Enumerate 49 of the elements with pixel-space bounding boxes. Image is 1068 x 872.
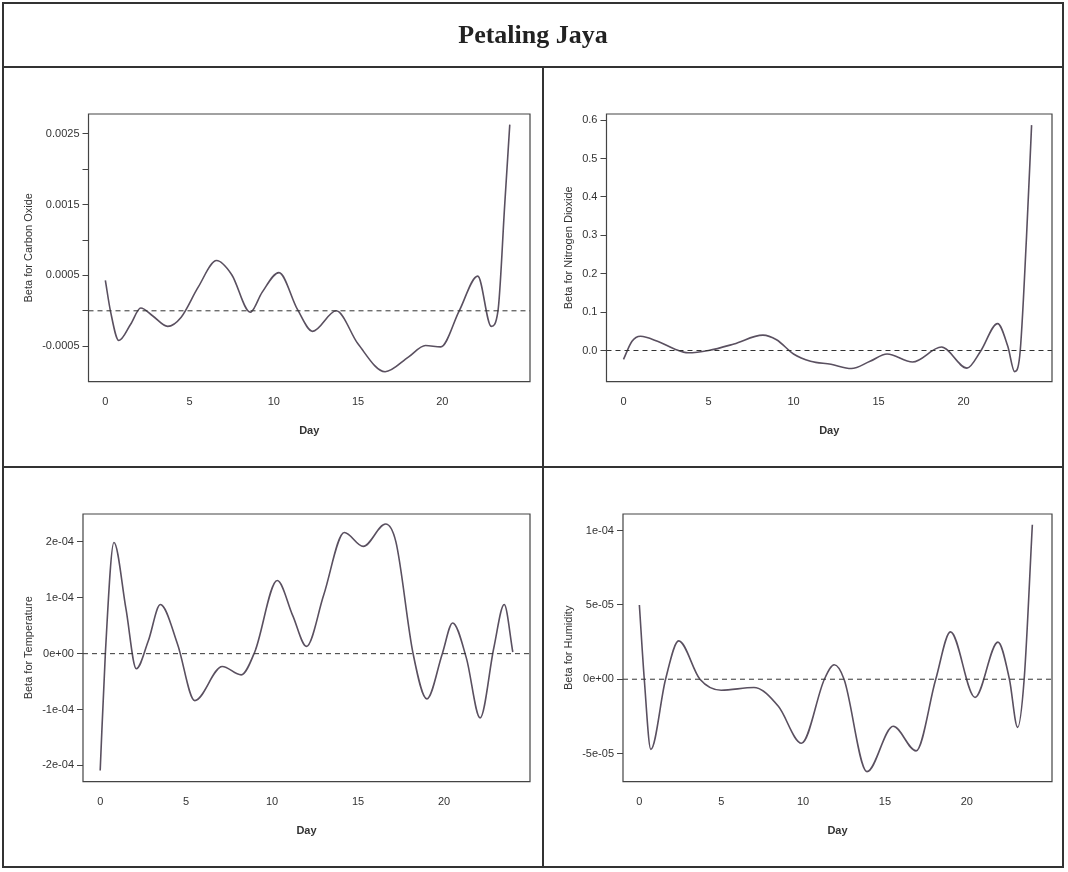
x-tick-label: 0 [636,795,643,808]
x-tick-label: 15 [351,795,365,808]
x-axis-title: Day [819,424,841,437]
x-tick-label: 20 [960,795,973,808]
y-tick-label: 0.0025 [45,126,80,139]
y-tick-label: 0e+00 [583,672,614,685]
y-axis-title: Beta for Carbon Oxide [21,193,34,303]
y-tick-label: 0.0015 [45,197,80,210]
y-tick-label: 0.0 [582,343,598,356]
y-tick-label: 0.6 [582,113,598,126]
y-tick-label: 5e-05 [585,597,614,610]
y-tick-label: -2e-04 [42,758,74,771]
x-tick-label: 10 [796,795,810,808]
y-tick-label: 0.2 [582,266,598,279]
x-axis-title: Day [296,824,318,837]
x-axis-title: Day [827,824,849,837]
x-tick-label: 5 [705,395,712,408]
x-tick-label: 0 [97,795,104,808]
x-tick-label: 5 [186,395,193,408]
x-tick-label: 20 [437,795,451,808]
y-tick-label: 0.3 [582,228,598,241]
y-tick-label: -5e-05 [582,746,614,759]
x-tick-label: 5 [183,795,190,808]
x-tick-label: 15 [872,395,885,408]
x-tick-label: 0 [620,395,627,408]
y-tick-label: 0.0005 [45,268,80,281]
x-tick-label: 10 [267,395,280,408]
chart-title: Petaling Jaya [4,4,1062,68]
y-axis-title: Beta for Nitrogen Dioxide [561,186,574,310]
y-tick-label: 0.5 [582,151,598,164]
y-tick-label: 2e-04 [45,534,74,547]
x-tick-label: 5 [718,795,725,808]
x-tick-label: 0 [102,395,109,408]
x-axis-title: Day [299,424,321,437]
y-tick-label: 0.1 [582,305,598,318]
y-axis-title: Beta for Humidity [561,605,574,690]
x-tick-label: 20 [957,395,970,408]
y-tick-label: 0e+00 [43,646,74,659]
y-tick-label: 1e-04 [45,590,74,603]
x-tick-label: 15 [352,395,365,408]
y-tick-label: -0.0005 [42,339,80,352]
x-tick-label: 10 [787,395,800,408]
y-tick-label: 1e-04 [585,523,614,536]
y-tick-label: 0.4 [582,189,598,202]
x-tick-label: 15 [878,795,892,808]
y-axis-title: Beta for Temperature [21,596,34,700]
y-tick-label: -1e-04 [42,702,74,715]
x-tick-label: 10 [265,795,279,808]
x-tick-label: 20 [436,395,449,408]
